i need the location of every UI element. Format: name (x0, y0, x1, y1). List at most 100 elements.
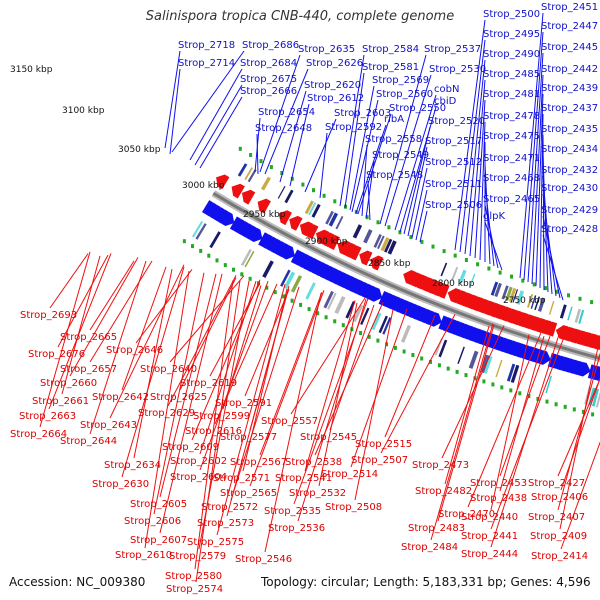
feature-block-inner (440, 262, 448, 277)
reverse-leader-line (490, 334, 530, 511)
reverse-leader-line (57, 254, 109, 348)
forward-gene-label: Strop_2465 (483, 194, 540, 205)
reverse-leader-line (318, 302, 358, 487)
reverse-gene-label: Strop_2507 (351, 455, 408, 466)
kbp-tick-label: 2950 kbp (243, 210, 286, 220)
reverse-gene-label: Strop_2643 (80, 420, 137, 431)
feature-block-outer (506, 363, 516, 382)
feature-block-inner (373, 233, 382, 248)
kbp-tick-label: 2750 kbp (503, 296, 546, 306)
forward-gene-label: Strop_2471 (483, 153, 540, 164)
feature-block-inner (325, 210, 334, 225)
reverse-gene-label: Strop_2646 (106, 345, 163, 356)
feature-block-outer (434, 338, 443, 356)
reverse-leader-line (259, 291, 323, 456)
reverse-gene-label: Strop_2409 (530, 531, 587, 542)
reverse-leader-line (195, 280, 241, 583)
reverse-leader-line (199, 280, 269, 471)
reverse-gene-arrow (544, 321, 558, 337)
reverse-gene-label: Strop_2440 (461, 512, 518, 523)
marker-inner (521, 278, 525, 283)
marker-outer (464, 373, 468, 378)
reverse-gene-label: Strop_2414 (531, 551, 588, 562)
reverse-leader-line (48, 253, 112, 410)
reverse-gene-label: Strop_2427 (528, 478, 585, 489)
forward-gene-label: Strop_2437 (541, 103, 598, 114)
reverse-gene-label: Strop_2604 (170, 472, 227, 483)
feature-block-outer (191, 221, 204, 238)
feature-block-inner (512, 289, 519, 303)
reverse-gene-label: Strop_2444 (461, 549, 518, 560)
reverse-gene-label: Strop_2546 (235, 554, 292, 565)
kbp-tick-label: 3100 kbp (62, 106, 105, 116)
reverse-leader-line (159, 273, 223, 534)
forward-gene-label: Strop_2635 (298, 44, 355, 55)
marker-outer (265, 285, 269, 290)
reverse-gene-label: Strop_2591 (215, 398, 272, 409)
feature-block-inner (490, 281, 499, 296)
feature-block-inner (537, 297, 546, 312)
reverse-leader-line (230, 286, 300, 501)
forward-gene-label: Strop_2445 (541, 42, 598, 53)
reverse-gene-label: Strop_2609 (162, 442, 219, 453)
forward-gene-label: Strop_2714 (178, 58, 235, 69)
forward-leader-line (539, 113, 544, 289)
forward-gene-label: Strop_2500 (483, 9, 540, 20)
kbp-tick-label: 2800 kbp (432, 279, 475, 289)
reverse-gene-label: Strop_2625 (150, 392, 207, 403)
forward-gene-label: Strop_2442 (541, 64, 598, 75)
marker-outer (411, 353, 415, 357)
forward-leader-line (542, 215, 561, 299)
forward-leader-line (384, 74, 432, 227)
marker-inner (476, 262, 480, 267)
feature-block-inner (451, 266, 459, 281)
feature-block-outer (510, 364, 520, 383)
forward-gene-label: Strop_2517 (425, 136, 482, 147)
feature-block-inner (335, 215, 344, 230)
reverse-gene-label: Strop_2470 (438, 509, 495, 520)
forward-leader-line (171, 50, 245, 153)
reverse-leader-line (499, 336, 545, 492)
label-leader-lines (39, 12, 600, 583)
forward-gene-label: Strop_2475 (483, 131, 540, 142)
reverse-leader-line (153, 272, 205, 515)
reverse-leader-line (467, 330, 543, 508)
reverse-gene-arrow (278, 210, 292, 226)
reverse-leader-line (194, 280, 234, 570)
marker-outer (509, 388, 513, 393)
feature-block-outer (195, 223, 207, 240)
forward-gene-label: Strop_2428 (541, 224, 598, 235)
forward-leader-line (339, 54, 365, 207)
marker-inner (249, 153, 253, 157)
forward-leader-line (542, 175, 553, 295)
forward-gene-label: Strop_2620 (304, 80, 361, 91)
forward-gene-label: Strop_2648 (255, 123, 312, 134)
marker-outer (223, 263, 227, 268)
feature-block-inner (494, 282, 502, 298)
reverse-gene-label: Strop_2565 (220, 488, 277, 499)
reverse-gene-arrow (370, 255, 384, 271)
marker-outer (591, 412, 595, 417)
reverse-leader-line (226, 285, 290, 517)
feature-block-inner (328, 212, 339, 227)
forward-leader-line (355, 124, 387, 214)
reverse-gene-label: Strop_2664 (10, 429, 67, 440)
marker-outer (429, 359, 432, 364)
feature-block-outer (327, 292, 337, 310)
forward-gene-arrow (596, 368, 600, 382)
marker-outer (324, 315, 328, 320)
feature-block-outer (400, 324, 411, 343)
feature-block-inner (247, 169, 257, 183)
reverse-leader-line (133, 268, 173, 459)
forward-leader-line (394, 94, 437, 231)
forward-leader-line (361, 144, 368, 217)
forward-gene-arrow (538, 350, 551, 365)
reverse-gene-label: Strop_2508 (325, 502, 382, 513)
kbp-tick-label: 2900 kbp (305, 237, 348, 247)
marker-outer (182, 239, 186, 244)
forward-gene-label: Strop_2560 (376, 89, 433, 100)
reverse-gene-label: Strop_2640 (140, 364, 197, 375)
forward-gene-label: Strop_2429 (541, 205, 598, 216)
reverse-gene-label: Strop_2693 (20, 310, 77, 321)
feature-block-inner (384, 238, 393, 253)
